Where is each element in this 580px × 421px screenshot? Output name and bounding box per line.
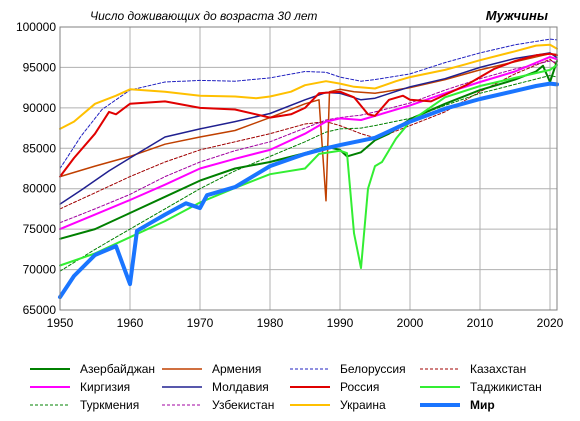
chart-title: Число доживающих до возраста 30 лет (90, 9, 317, 23)
x-tick-label: 2000 (397, 316, 424, 330)
x-tick-label: 2010 (467, 316, 494, 330)
series-line-10 (59, 43, 558, 130)
plot-frame (59, 26, 558, 311)
legend-label-11: Мир (470, 398, 495, 412)
y-tick-labels: 65000 70000 75000 80000 85000 90000 95000 10000… (16, 20, 56, 317)
legend-label-1: Армения (212, 362, 261, 376)
legend-label-9: Узбекистан (212, 398, 274, 412)
legend-label-8: Туркмения (80, 398, 139, 412)
y-tick-label: 65000 (23, 303, 57, 317)
y-tick-label: 70000 (23, 263, 57, 277)
chart-subtitle: Мужчины (486, 8, 548, 23)
x-tick-label: 1960 (117, 316, 144, 330)
series-line-7 (59, 64, 558, 269)
y-tick-label: 90000 (23, 101, 57, 115)
series-line-11 (58, 81, 559, 300)
series-line-3 (59, 58, 558, 210)
y-tick-label: 75000 (23, 222, 57, 236)
series-lines (58, 38, 559, 300)
series-line-8 (59, 75, 558, 272)
y-tick-label: 95000 (23, 60, 57, 74)
legend-label-6: Россия (340, 380, 379, 394)
x-tick-label: 1970 (187, 316, 214, 330)
legend-label-10: Украина (340, 398, 386, 412)
legend-label-5: Молдавия (212, 380, 269, 394)
legend-label-2: Белоруссия (340, 362, 406, 376)
x-tick-label: 1990 (327, 316, 354, 330)
x-tick-labels: 1950 1960 1970 1980 1990 2000 2010 2020 (47, 316, 564, 330)
y-tick-label: 85000 (23, 141, 57, 155)
series-line-4 (59, 55, 558, 231)
y-tick-label: 100000 (16, 20, 56, 34)
legend-label-4: Киргизия (80, 380, 130, 394)
x-tick-label: 2020 (537, 316, 564, 330)
legend: Азербайджан Армения Белоруссия Казахстан Кир… (30, 362, 542, 412)
plot-area (60, 27, 557, 310)
series-line-9 (59, 60, 558, 224)
legend-label-0: Азербайджан (80, 362, 155, 376)
x-tick-label: 1980 (257, 316, 284, 330)
series-line-6 (59, 52, 558, 178)
x-tick-label: 1950 (47, 316, 74, 330)
legend-label-7: Таджикистан (470, 380, 542, 394)
legend-label-3: Казахстан (470, 362, 526, 376)
y-tick-label: 80000 (23, 182, 57, 196)
